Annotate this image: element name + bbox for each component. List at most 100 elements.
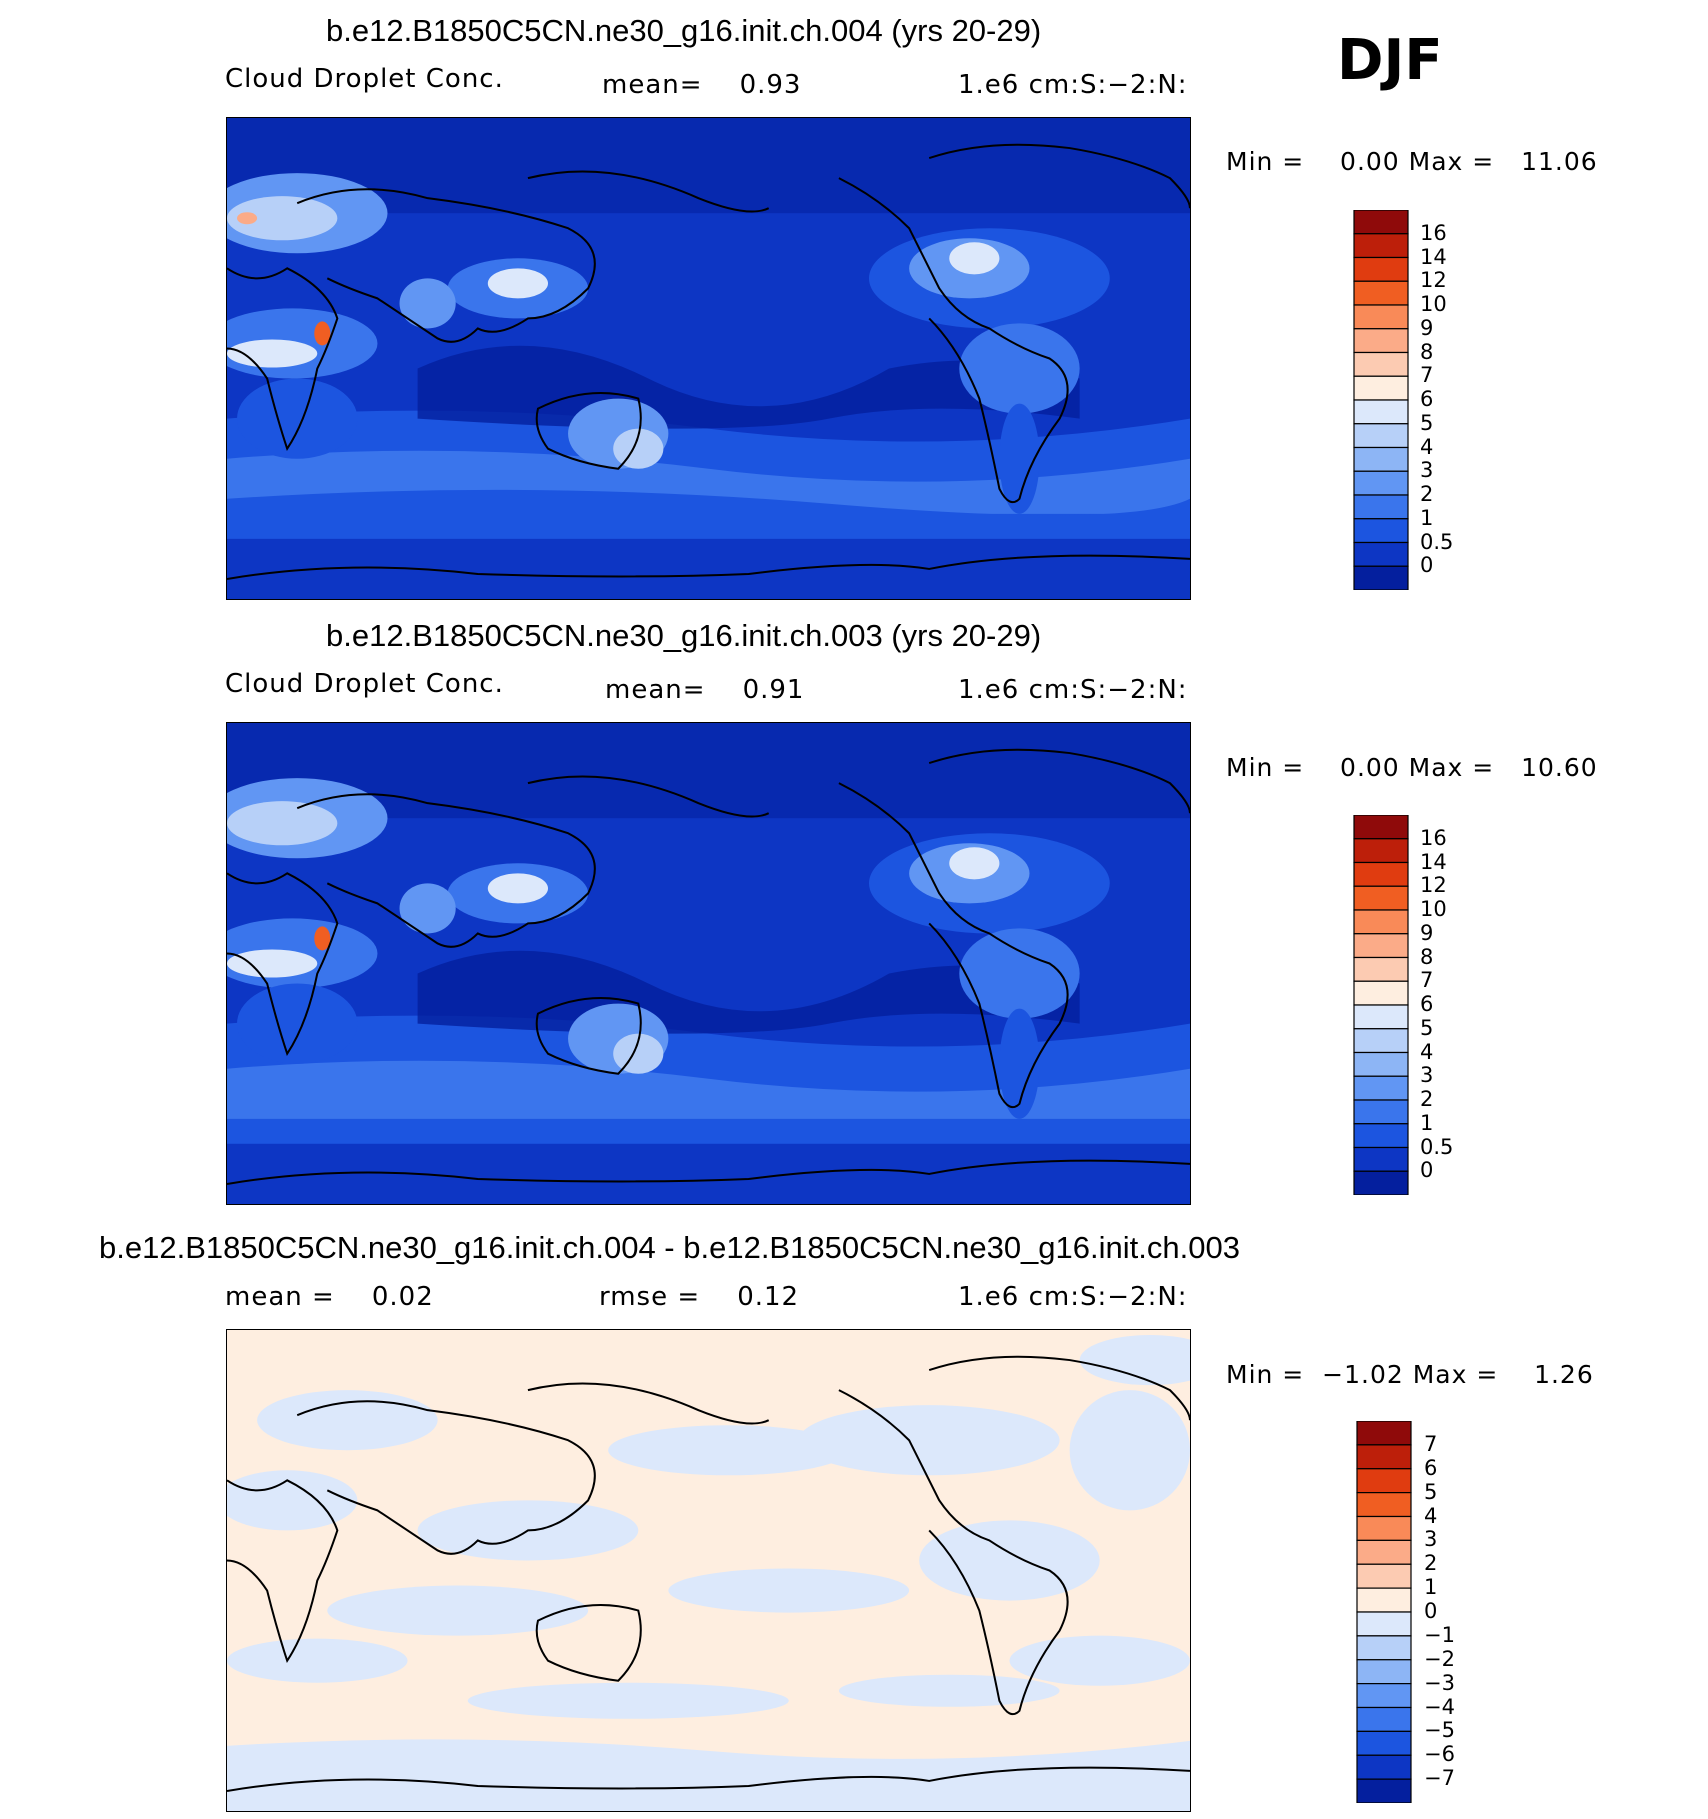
colorbar-tick-label: 8	[1420, 339, 1434, 364]
panel-2-mean-label: mean= 0.91	[605, 675, 805, 705]
panel-1-title: b.e12.B1850C5CN.ne30_g16.init.ch.004 (yr…	[326, 13, 1042, 48]
panel-1-map	[226, 117, 1191, 600]
season-label: DJF	[1337, 28, 1443, 93]
colorbar-tick-label: 5	[1420, 410, 1434, 435]
colorbar-tick-label: 4	[1420, 1039, 1434, 1064]
colorbar-tick-label: 2	[1420, 482, 1434, 506]
colorbar-tick-label: 12	[1420, 873, 1447, 898]
panel-2-colorbar-swatches	[1353, 814, 1409, 1196]
colorbar-swatch	[1353, 256, 1409, 282]
colorbar-swatch	[1356, 1420, 1412, 1446]
colorbar-swatch	[1353, 933, 1409, 959]
colorbar-swatch	[1356, 1444, 1412, 1470]
colorbar-swatch	[1353, 233, 1409, 259]
panel-1-units-label: 1.e6 cm:S:−2:N:	[958, 70, 1188, 100]
panel-3-colorbar-swatches	[1356, 1420, 1412, 1804]
panel-1-colorbar-swatches	[1353, 209, 1409, 591]
colorbar-swatch	[1353, 1123, 1409, 1149]
colorbar-tick-label: 12	[1420, 268, 1447, 293]
colorbar-tick-label: −3	[1424, 1670, 1455, 1695]
colorbar-tick-label: −7	[1424, 1766, 1455, 1791]
panel-2-colorbar	[1353, 814, 1411, 1200]
colorbar-tick-label: 0	[1420, 553, 1434, 578]
panel-1-variable-label: Cloud Droplet Conc.	[225, 64, 504, 94]
panel-3-minmax: Min = −1.02 Max = 1.26	[1226, 1360, 1594, 1389]
colorbar-swatch	[1356, 1563, 1412, 1589]
colorbar-tick-label: 4	[1420, 434, 1434, 459]
colorbar-swatch	[1353, 1146, 1409, 1172]
colorbar-tick-label: 0	[1420, 1158, 1434, 1183]
colorbar-swatch	[1353, 351, 1409, 377]
colorbar-swatch	[1356, 1611, 1412, 1637]
panel-1-minmax: Min = 0.00 Max = 11.06	[1226, 147, 1598, 176]
colorbar-swatch	[1353, 494, 1409, 520]
colorbar-tick-label: 16	[1420, 220, 1447, 245]
colorbar-tick-label: −2	[1424, 1646, 1455, 1671]
colorbar-swatch	[1353, 280, 1409, 306]
colorbar-tick-label: 3	[1420, 458, 1434, 483]
colorbar-tick-label: 3	[1420, 1063, 1434, 1088]
colorbar-tick-label: 10	[1420, 897, 1447, 921]
colorbar-tick-label: 1	[1420, 505, 1434, 530]
colorbar-tick-label: 5	[1424, 1479, 1438, 1504]
colorbar-swatch	[1356, 1730, 1412, 1756]
colorbar-swatch	[1356, 1539, 1412, 1565]
colorbar-swatch	[1353, 1099, 1409, 1125]
colorbar-swatch	[1353, 1170, 1409, 1196]
colorbar-swatch	[1353, 885, 1409, 911]
panel-3-mean-label: mean = 0.02	[225, 1282, 434, 1312]
colorbar-swatch	[1356, 1515, 1412, 1541]
colorbar-swatch	[1353, 470, 1409, 496]
colorbar-swatch	[1353, 518, 1409, 544]
panel-2-title: b.e12.B1850C5CN.ne30_g16.init.ch.003 (yr…	[326, 618, 1042, 653]
colorbar-swatch	[1356, 1659, 1412, 1685]
colorbar-tick-label: 7	[1420, 968, 1434, 993]
panel-1-colorbar	[1353, 209, 1411, 595]
colorbar-tick-label: 5	[1420, 1015, 1434, 1040]
colorbar-tick-label: 6	[1420, 992, 1434, 1016]
panel-2-map	[226, 722, 1191, 1205]
colorbar-swatch	[1353, 328, 1409, 354]
panel-2-variable-label: Cloud Droplet Conc.	[225, 669, 504, 699]
colorbar-tick-label: 2	[1424, 1551, 1438, 1576]
colorbar-tick-label: 6	[1420, 387, 1434, 411]
panel-2-minmax: Min = 0.00 Max = 10.60	[1226, 753, 1598, 782]
colorbar-swatch	[1353, 1075, 1409, 1101]
colorbar-swatch	[1353, 541, 1409, 567]
colorbar-swatch	[1356, 1706, 1412, 1732]
colorbar-swatch	[1356, 1635, 1412, 1661]
colorbar-tick-label: 2	[1420, 1087, 1434, 1111]
colorbar-swatch	[1353, 1028, 1409, 1054]
colorbar-tick-label: 1	[1424, 1575, 1438, 1600]
panel-1-mean-label: mean= 0.93	[602, 70, 802, 100]
colorbar-swatch	[1353, 304, 1409, 330]
colorbar-swatch	[1356, 1754, 1412, 1780]
colorbar-tick-label: 0.5	[1420, 1134, 1454, 1159]
colorbar-tick-label: −4	[1424, 1694, 1455, 1719]
panel-3-colorbar	[1356, 1420, 1414, 1808]
colorbar-tick-label: 7	[1420, 363, 1434, 388]
colorbar-swatch	[1356, 1587, 1412, 1613]
colorbar-swatch	[1353, 423, 1409, 449]
colorbar-tick-label: −5	[1424, 1718, 1455, 1743]
colorbar-swatch	[1353, 399, 1409, 425]
colorbar-tick-label: 8	[1420, 944, 1434, 969]
colorbar-swatch	[1353, 980, 1409, 1006]
colorbar-tick-label: 0.5	[1420, 529, 1454, 554]
panel-2-units-label: 1.e6 cm:S:−2:N:	[958, 675, 1188, 705]
colorbar-swatch	[1353, 209, 1409, 235]
colorbar-tick-label: 9	[1420, 920, 1434, 945]
colorbar-swatch	[1356, 1683, 1412, 1709]
colorbar-swatch	[1353, 375, 1409, 401]
colorbar-tick-label: 4	[1424, 1503, 1438, 1528]
colorbar-swatch	[1353, 446, 1409, 472]
colorbar-swatch	[1353, 1004, 1409, 1030]
colorbar-tick-label: 3	[1424, 1527, 1438, 1552]
colorbar-tick-label: 0	[1424, 1599, 1438, 1623]
colorbar-swatch	[1353, 838, 1409, 864]
colorbar-swatch	[1353, 956, 1409, 982]
colorbar-tick-label: 1	[1420, 1110, 1434, 1135]
panel-3-rmse-label: rmse = 0.12	[599, 1282, 800, 1312]
colorbar-swatch	[1353, 814, 1409, 840]
colorbar-tick-label: 7	[1424, 1431, 1438, 1456]
